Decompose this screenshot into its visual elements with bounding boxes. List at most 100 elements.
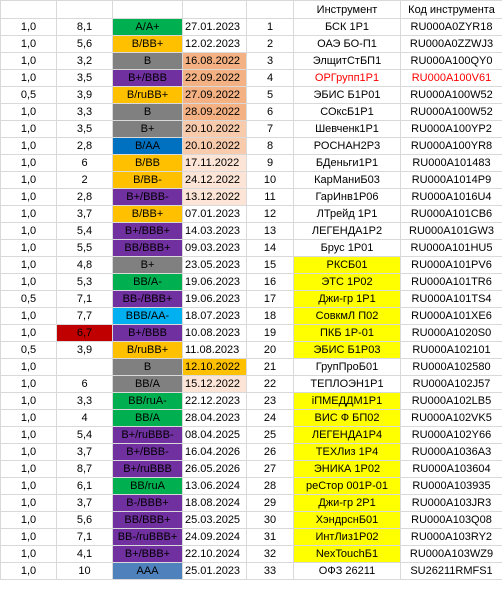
table-row[interactable]: 1,0 5,4 B+/BBB+ 14.03.2023 13 ЛЕГЕНДА1Р2 RU000… xyxy=(0,222,502,240)
code-cell[interactable]: SU26211RMFS1 xyxy=(400,562,502,580)
position-cell[interactable]: 1,0 xyxy=(0,358,57,376)
header-cell-col3[interactable] xyxy=(112,0,183,19)
code-cell[interactable]: RU000A1014P9 xyxy=(400,171,502,189)
position-cell[interactable]: 1,0 xyxy=(0,443,57,461)
yield-cell[interactable]: 7,1 xyxy=(56,528,113,546)
date-cell[interactable]: 09.03.2023 xyxy=(182,239,247,257)
position-cell[interactable]: 1,0 xyxy=(0,154,57,172)
code-cell[interactable]: RU000A102LB5 xyxy=(400,392,502,410)
table-row[interactable]: 1,0 2 B/BB- 24.12.2022 10 КарМаниБ03 RU000A101… xyxy=(0,171,502,189)
date-cell[interactable]: 24.12.2022 xyxy=(182,171,247,189)
rating-cell[interactable]: B+/BBB+ xyxy=(112,545,183,563)
position-cell[interactable]: 1,0 xyxy=(0,375,57,393)
date-cell[interactable]: 26.05.2026 xyxy=(182,460,247,478)
instrument-cell[interactable]: ТЕПЛОЭН1Р1 xyxy=(293,375,401,393)
rating-cell[interactable]: B+/BBB+ xyxy=(112,222,183,240)
date-cell[interactable]: 19.06.2023 xyxy=(182,290,247,308)
date-cell[interactable]: 20.10.2022 xyxy=(182,120,247,138)
row-number-cell[interactable]: 27 xyxy=(246,460,294,478)
date-cell[interactable]: 13.12.2022 xyxy=(182,188,247,206)
table-row[interactable]: 1,0 3,5 B+ 20.10.2022 7 Шевченк1Р1 RU000A100YP… xyxy=(0,120,502,138)
yield-cell[interactable]: 8,7 xyxy=(56,460,113,478)
rating-cell[interactable]: B/BB+ xyxy=(112,35,183,53)
yield-cell[interactable]: 5,5 xyxy=(56,239,113,257)
rating-cell[interactable]: B+/ruBBB xyxy=(112,460,183,478)
code-cell[interactable]: RU000A101PV6 xyxy=(400,256,502,274)
yield-cell[interactable]: 4,1 xyxy=(56,545,113,563)
code-cell[interactable]: RU000A102Y66 xyxy=(400,426,502,444)
code-cell[interactable]: RU000A1020S0 xyxy=(400,324,502,342)
rating-cell[interactable]: B+ xyxy=(112,120,183,138)
code-cell[interactable]: RU000A101HU5 xyxy=(400,239,502,257)
row-number-cell[interactable]: 12 xyxy=(246,205,294,223)
row-number-cell[interactable]: 19 xyxy=(246,324,294,342)
code-cell[interactable]: RU000A100QY0 xyxy=(400,52,502,70)
table-row[interactable]: 1,0 6 B/BB 17.11.2022 9 БДеньги1Р1 RU000A10148… xyxy=(0,154,502,172)
rating-cell[interactable]: BB/A xyxy=(112,409,183,427)
instrument-cell[interactable]: ЭБИС Б1Р01 xyxy=(293,86,401,104)
yield-cell[interactable]: 3,5 xyxy=(56,120,113,138)
position-cell[interactable]: 1,0 xyxy=(0,392,57,410)
instrument-cell[interactable]: БДеньги1Р1 xyxy=(293,154,401,172)
code-cell[interactable]: RU000A100W52 xyxy=(400,86,502,104)
position-cell[interactable]: 1,0 xyxy=(0,528,57,546)
position-cell[interactable]: 1,0 xyxy=(0,545,57,563)
row-number-cell[interactable]: 26 xyxy=(246,443,294,461)
code-cell[interactable]: RU000A103JR3 xyxy=(400,494,502,512)
instrument-cell[interactable]: ОРГрупп1Р1 xyxy=(293,69,401,87)
yield-cell[interactable]: 6 xyxy=(56,154,113,172)
row-number-cell[interactable]: 7 xyxy=(246,120,294,138)
rating-cell[interactable]: B/BB- xyxy=(112,171,183,189)
table-row[interactable]: 0,5 7,1 BB-/BBB+ 19.06.2023 17 Джи-гр 1Р1 RU00… xyxy=(0,290,502,308)
header-code[interactable]: Код инструмента xyxy=(400,0,502,19)
date-cell[interactable]: 28.09.2022 xyxy=(182,103,247,121)
instrument-cell[interactable]: ЛЕГЕНДА1Р2 xyxy=(293,222,401,240)
row-number-cell[interactable]: 22 xyxy=(246,375,294,393)
table-row[interactable]: 1,0 4,1 B+/BBB+ 22.10.2024 32 NexTouchБ1 RU000… xyxy=(0,545,502,563)
code-cell[interactable]: RU000A102101 xyxy=(400,341,502,359)
yield-cell[interactable]: 8,1 xyxy=(56,18,113,36)
date-cell[interactable]: 25.01.2023 xyxy=(182,562,247,580)
position-cell[interactable]: 1,0 xyxy=(0,137,57,155)
yield-cell[interactable]: 3,5 xyxy=(56,69,113,87)
row-number-cell[interactable]: 30 xyxy=(246,511,294,529)
position-cell[interactable]: 1,0 xyxy=(0,52,57,70)
table-row[interactable]: 0,5 3,9 B/ruBB+ 11.08.2023 20 ЭБИС Б1Р03 RU000… xyxy=(0,341,502,359)
code-cell[interactable]: RU000A101CB6 xyxy=(400,205,502,223)
row-number-cell[interactable]: 28 xyxy=(246,477,294,495)
instrument-cell[interactable]: РКСБ01 xyxy=(293,256,401,274)
rating-cell[interactable]: B+/BBB xyxy=(112,69,183,87)
row-number-cell[interactable]: 15 xyxy=(246,256,294,274)
code-cell[interactable]: RU000A101483 xyxy=(400,154,502,172)
position-cell[interactable]: 1,0 xyxy=(0,409,57,427)
yield-cell[interactable]: 6 xyxy=(56,375,113,393)
rating-cell[interactable]: B xyxy=(112,52,183,70)
instrument-cell[interactable]: ГрупПроБ01 xyxy=(293,358,401,376)
rating-cell[interactable]: BB/A- xyxy=(112,273,183,291)
row-number-cell[interactable]: 13 xyxy=(246,222,294,240)
date-cell[interactable]: 20.10.2022 xyxy=(182,137,247,155)
instrument-cell[interactable]: iПМЕДДМ1Р1 xyxy=(293,392,401,410)
row-number-cell[interactable]: 20 xyxy=(246,341,294,359)
table-row[interactable]: 1,0 3,5 B+/BBB 22.09.2022 4 ОРГрупп1Р1 RU000A1… xyxy=(0,69,502,87)
code-cell[interactable]: RU000A102VK5 xyxy=(400,409,502,427)
code-cell[interactable]: RU000A102580 xyxy=(400,358,502,376)
table-row[interactable]: 1,0 5,4 B+/ruBBB- 08.04.2025 25 ЛЕГЕНДА1Р4 RU0… xyxy=(0,426,502,444)
code-cell[interactable]: RU000A102J57 xyxy=(400,375,502,393)
date-cell[interactable]: 25.03.2025 xyxy=(182,511,247,529)
position-cell[interactable]: 0,5 xyxy=(0,290,57,308)
yield-cell[interactable] xyxy=(56,358,113,376)
row-number-cell[interactable]: 24 xyxy=(246,409,294,427)
date-cell[interactable]: 17.11.2022 xyxy=(182,154,247,172)
instrument-cell[interactable]: ХэндрснБ01 xyxy=(293,511,401,529)
position-cell[interactable]: 0,5 xyxy=(0,86,57,104)
rating-cell[interactable]: BB/A xyxy=(112,375,183,393)
yield-cell[interactable]: 3,9 xyxy=(56,341,113,359)
table-row[interactable]: 1,0 10 AAA 25.01.2023 33 ОФЗ 26211 SU26211RMFS… xyxy=(0,562,502,580)
yield-cell[interactable]: 5,6 xyxy=(56,511,113,529)
rating-cell[interactable]: B+/BBB xyxy=(112,324,183,342)
row-number-cell[interactable]: 10 xyxy=(246,171,294,189)
code-cell[interactable]: RU000A0ZYR18 xyxy=(400,18,502,36)
instrument-cell[interactable]: ГарИнв1Р06 xyxy=(293,188,401,206)
table-row[interactable]: 1,0 6,7 B+/BBB 10.08.2023 19 ПКБ 1Р-01 RU000A1… xyxy=(0,324,502,342)
